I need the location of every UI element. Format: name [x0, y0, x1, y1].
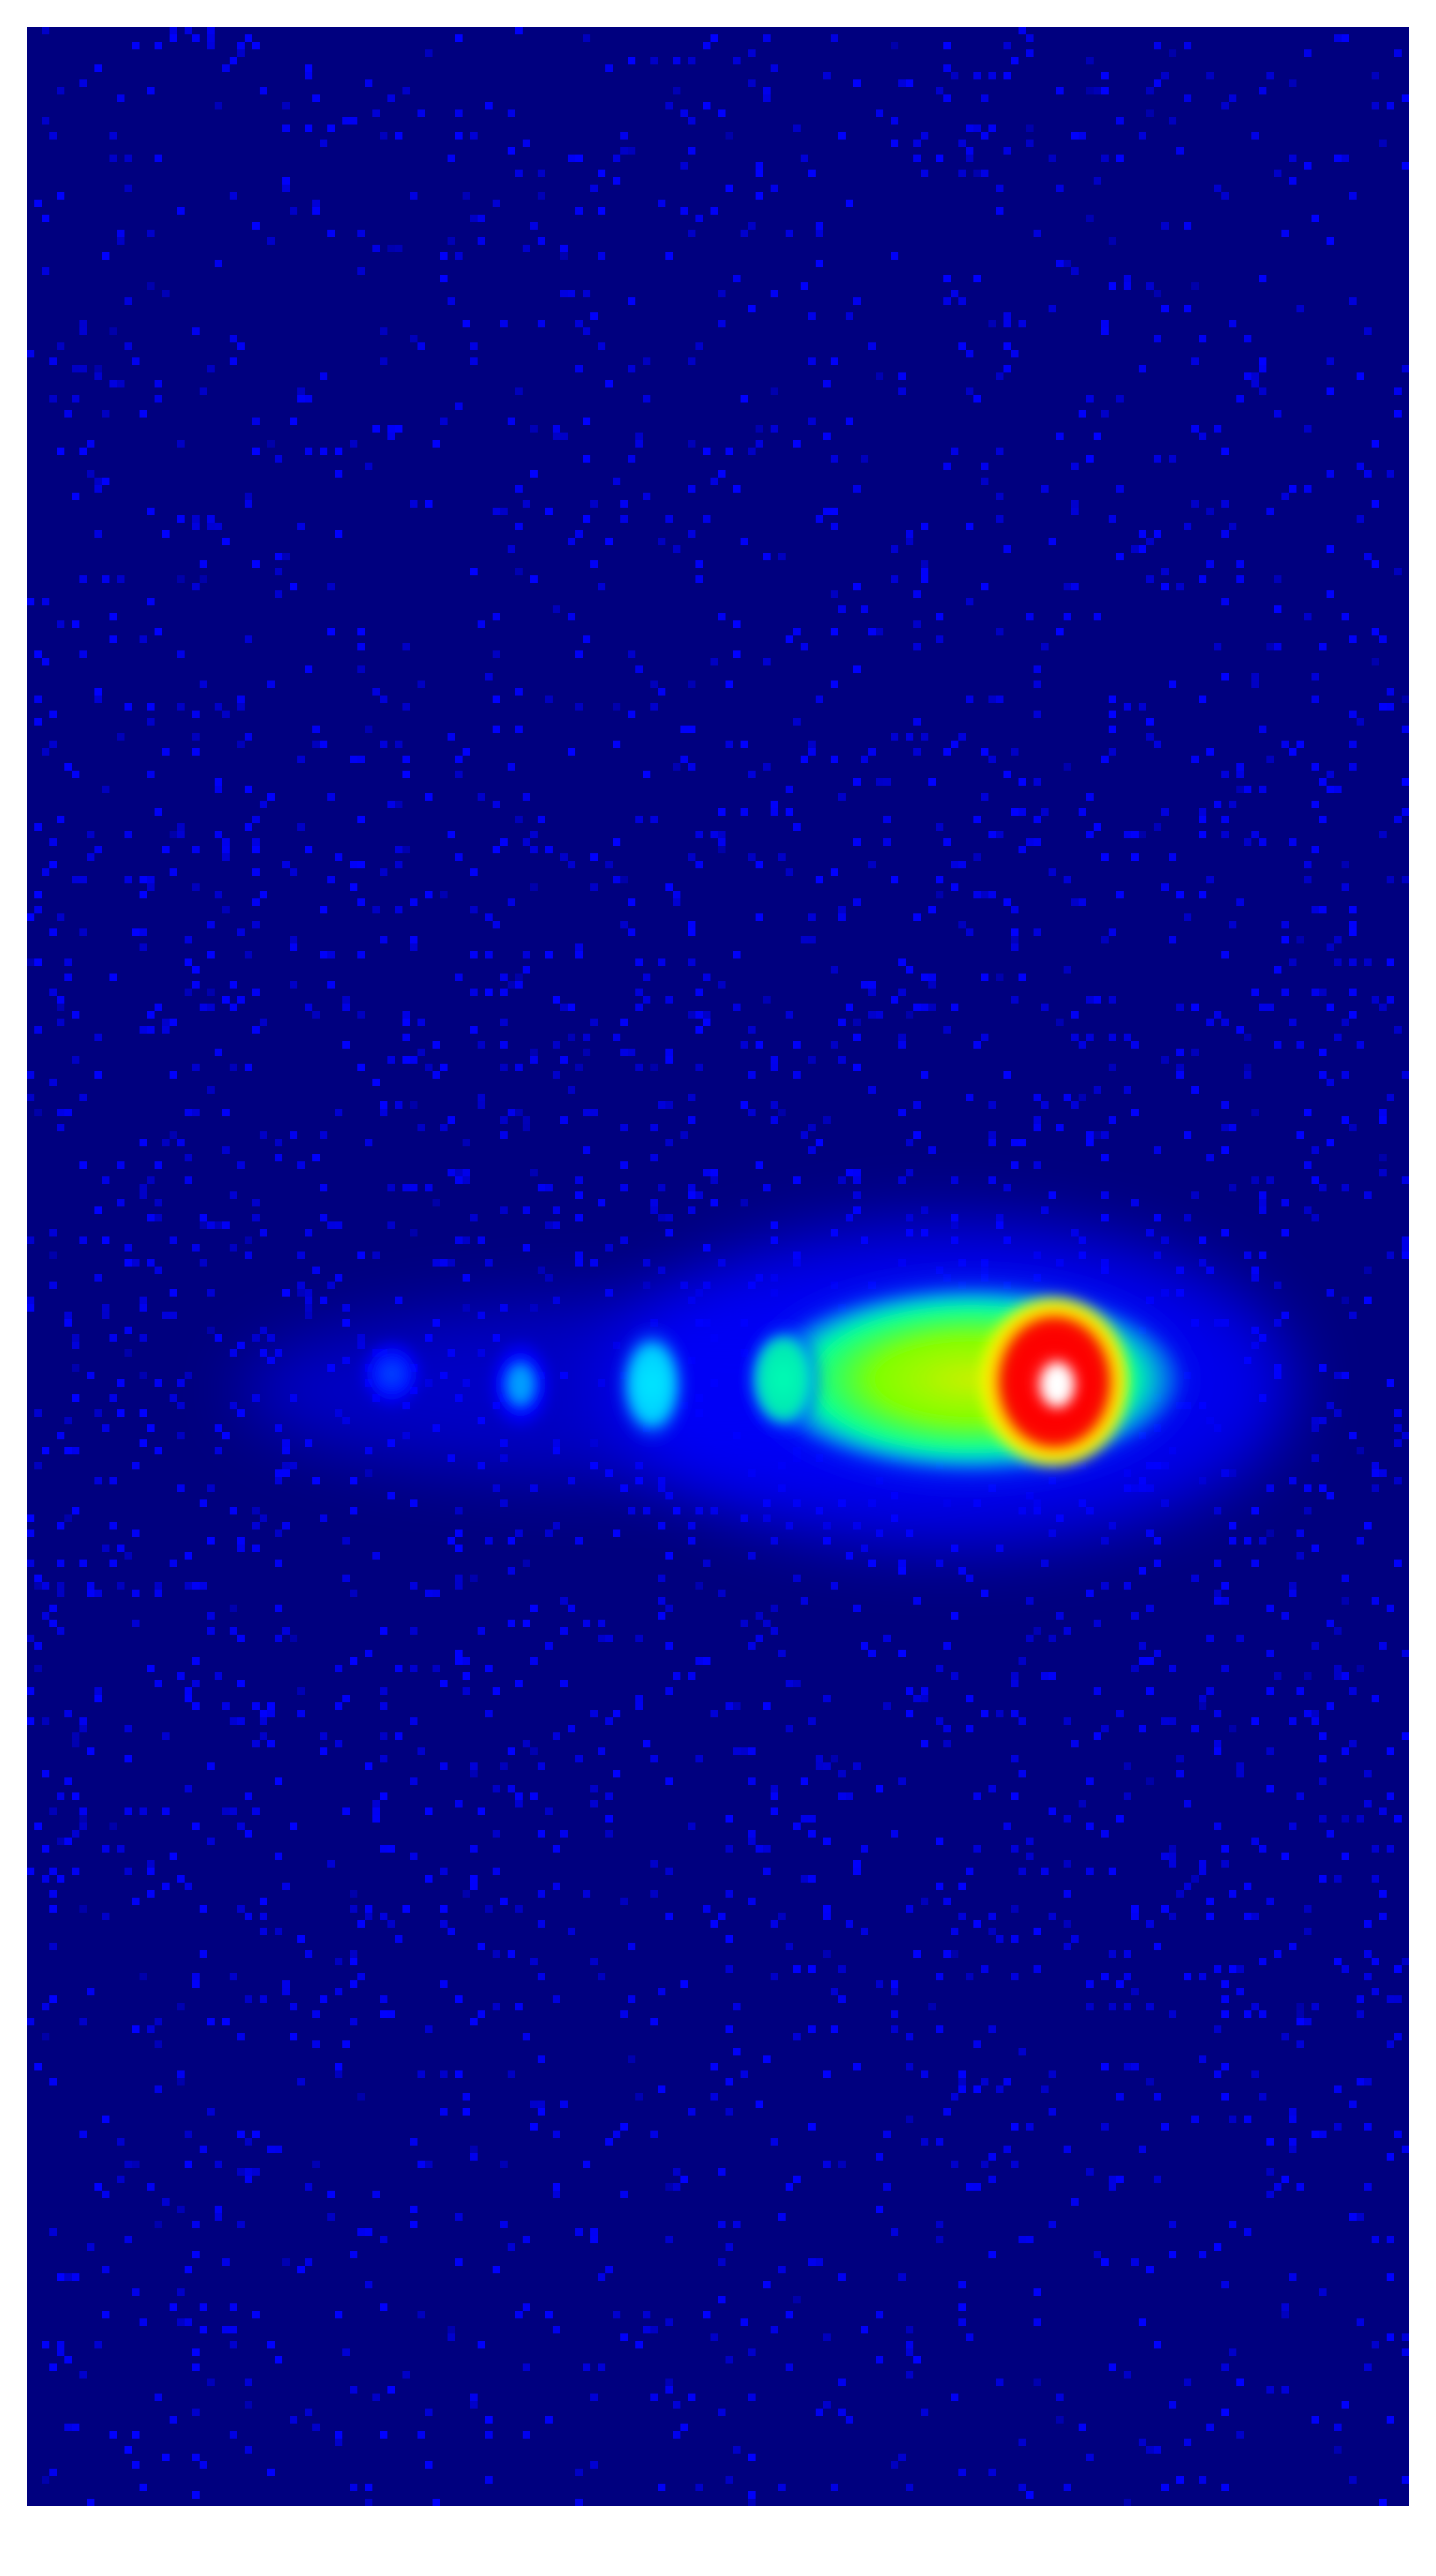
intensity-image	[27, 27, 1409, 2506]
side-lobe-3-core	[507, 1363, 534, 1406]
noise-speckles	[27, 27, 1409, 2506]
side-lobe-1-core	[758, 1339, 809, 1419]
side-lobe-2-core	[634, 1347, 670, 1422]
main-peak-center	[1040, 1362, 1074, 1407]
intensity-map	[27, 27, 1409, 2506]
side-lobe-4	[360, 1339, 424, 1409]
